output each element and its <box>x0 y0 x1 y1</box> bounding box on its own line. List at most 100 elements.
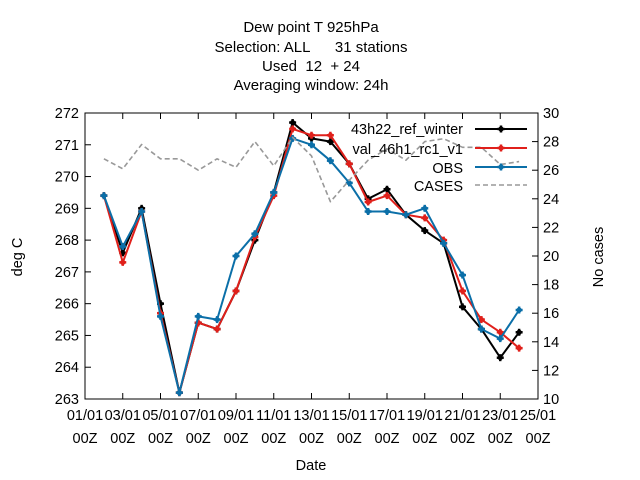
data-point <box>232 287 240 295</box>
y-tick-label: 268 <box>55 233 79 249</box>
y-tick-label: 269 <box>55 201 79 217</box>
y2-tick-label: 14 <box>543 335 559 351</box>
data-point <box>289 125 297 133</box>
title-line-1: Dew point T 925hPa <box>243 19 379 36</box>
data-point <box>383 192 391 200</box>
x-tick-label-hour: 00Z <box>412 431 437 447</box>
legend-marker-2 <box>497 163 505 171</box>
series-line-cases <box>103 136 520 203</box>
data-point <box>364 198 372 206</box>
y-tick-label: 272 <box>55 106 79 122</box>
data-point <box>402 211 410 219</box>
x-tick-label-date: 09/01 <box>218 408 254 424</box>
legend-label-2: OBS <box>432 161 463 177</box>
y2-tick-label: 26 <box>543 163 559 179</box>
data-point <box>440 239 448 247</box>
data-point <box>308 131 315 139</box>
data-point <box>213 325 221 333</box>
legend-label-3: CASES <box>414 179 463 195</box>
y2-tick-label: 18 <box>543 278 559 294</box>
y-axis-title: deg C <box>10 238 26 277</box>
y2-tick-label: 16 <box>543 306 559 322</box>
data-point <box>364 208 372 216</box>
y2-tick-label: 22 <box>543 220 559 236</box>
data-point <box>100 192 108 200</box>
y2-tick-label: 20 <box>543 249 559 265</box>
x-tick-label-date: 01/01 <box>67 408 103 424</box>
x-tick-label-date: 17/01 <box>369 408 405 424</box>
data-point <box>496 328 504 336</box>
x-tick-label-date: 11/01 <box>256 408 291 424</box>
legend-marker-0 <box>497 125 505 133</box>
x-tick-label-date: 25/01 <box>520 408 556 424</box>
x-axis-title: Date <box>296 458 327 474</box>
legend: 43h22_ref_winter val_46h1_rc1_v1 OBS CAS… <box>351 122 527 195</box>
x-tick-label-date: 21/01 <box>444 408 480 424</box>
x-tick-label-date: 23/01 <box>482 408 518 424</box>
data-point <box>496 335 504 343</box>
axis-ticks <box>84 112 539 400</box>
data-point <box>421 214 429 222</box>
x-tick-label-hour: 00Z <box>186 431 211 447</box>
y-tick-label: 263 <box>55 392 79 408</box>
y-tick-label: 271 <box>55 138 79 154</box>
data-point <box>270 188 278 196</box>
x-tick-label-hour: 00Z <box>224 431 249 447</box>
data-point <box>459 271 466 279</box>
data-point <box>119 258 127 266</box>
x-tick-label-date: 07/01 <box>180 408 216 424</box>
x-tick-label-date: 05/01 <box>142 408 178 424</box>
series-lines <box>100 119 523 397</box>
data-point <box>515 306 523 314</box>
legend-label-0: 43h22_ref_winter <box>351 122 463 138</box>
x-tick-label-hour: 00Z <box>375 431 400 447</box>
data-point <box>213 316 221 324</box>
chart-title: Dew point T 925hPa Selection: ALL 31 sta… <box>215 19 408 94</box>
y2-tick-label: 30 <box>543 106 559 122</box>
y2-tick-label: 10 <box>543 392 559 408</box>
x-tick-label-date: 15/01 <box>331 408 367 424</box>
data-point <box>326 131 334 139</box>
data-point <box>308 141 315 149</box>
data-point <box>515 328 523 336</box>
x-tick-label-hour: 00Z <box>73 431 98 447</box>
data-point <box>383 208 391 216</box>
title-line-3: Used 12 + 24 <box>262 58 360 75</box>
x-tick-label-hour: 00Z <box>110 431 135 447</box>
x-tick-label-hour: 00Z <box>488 431 513 447</box>
data-point <box>326 157 334 165</box>
title-line-2: Selection: ALL 31 stations <box>215 39 408 56</box>
x-tick-label-date: 19/01 <box>407 408 443 424</box>
y2-tick-label: 28 <box>543 135 559 151</box>
data-point <box>496 354 504 362</box>
title-line-4: Averaging window: 24h <box>234 77 389 94</box>
data-point <box>157 312 164 320</box>
x-tick-label-hour: 00Z <box>261 431 286 447</box>
data-point <box>289 119 297 127</box>
y2-tick-label: 24 <box>543 192 559 208</box>
data-point <box>138 208 146 216</box>
y2-tick-label: 12 <box>543 363 559 379</box>
data-point <box>421 227 429 235</box>
data-point <box>119 242 127 250</box>
data-point <box>421 204 429 212</box>
data-point <box>459 303 466 311</box>
y-tick-label: 266 <box>55 297 79 313</box>
data-point <box>345 179 353 187</box>
data-point <box>345 160 353 168</box>
data-point <box>251 230 259 238</box>
legend-label-1: val_46h1_rc1_v1 <box>353 142 463 158</box>
x-tick-label-hour: 00Z <box>299 431 324 447</box>
x-tick-label-hour: 00Z <box>337 431 362 447</box>
data-point <box>232 252 240 260</box>
y-tick-label: 264 <box>55 360 79 376</box>
y-tick-labels: 263 264 265 266 267 268 269 270 271 272 <box>55 106 79 408</box>
x-tick-labels: 01/01 00Z 03/01 00Z 05/01 00Z 07/01 00Z 09/01 00Z… <box>67 408 556 447</box>
x-tick-label-date: 03/01 <box>105 408 141 424</box>
data-point <box>459 287 466 295</box>
data-point <box>515 344 523 352</box>
data-point <box>194 312 202 320</box>
y-tick-label: 267 <box>55 265 79 281</box>
y-tick-label: 265 <box>55 328 79 344</box>
